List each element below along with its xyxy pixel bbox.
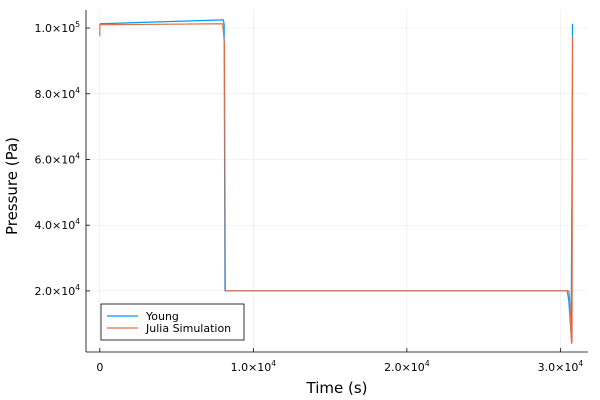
y-tick-exponent: 4 [75, 217, 80, 226]
y-tick-labels: 2.0×104 4.0×104 6.0×104 8.0×104 1.0×105 [35, 20, 81, 298]
legend-box [100, 303, 245, 341]
x-tick-exponent: 4 [425, 359, 430, 368]
y-tick-exponent: 5 [75, 20, 80, 29]
series-line-julia-simulation [99, 23, 574, 345]
x-tick-label: 3.0×104 [538, 359, 584, 374]
legend-label-julia-simulation: Julia Simulation [145, 322, 231, 335]
y-axis-title: Pressure (Pa) [3, 137, 21, 235]
x-tick-label: 0 [96, 361, 103, 374]
y-tick-exponent: 4 [75, 283, 80, 292]
y-tick-label: 8.0×104 [35, 86, 81, 101]
series-lines [99, 19, 574, 345]
y-tick-label: 6.0×104 [35, 151, 81, 166]
x-axis-title: Time (s) [306, 379, 368, 397]
legend: Young Julia Simulation [100, 303, 245, 341]
y-tick-label: 2.0×104 [35, 283, 81, 298]
x-tick-exponent: 4 [578, 359, 583, 368]
x-tick-labels: 0 1.0×104 2.0×104 3.0×104 [96, 359, 583, 374]
x-tick-label: 2.0×104 [384, 359, 430, 374]
y-tick-label: 4.0×104 [35, 217, 81, 232]
axes [85, 10, 588, 353]
y-tick-exponent: 4 [75, 151, 80, 160]
y-tick-exponent: 4 [75, 86, 80, 95]
legend-label-young: Young [145, 310, 179, 323]
x-tick-label: 1.0×104 [231, 359, 277, 374]
y-tick-label: 1.0×105 [35, 20, 81, 35]
x-tick-exponent: 4 [271, 359, 276, 368]
